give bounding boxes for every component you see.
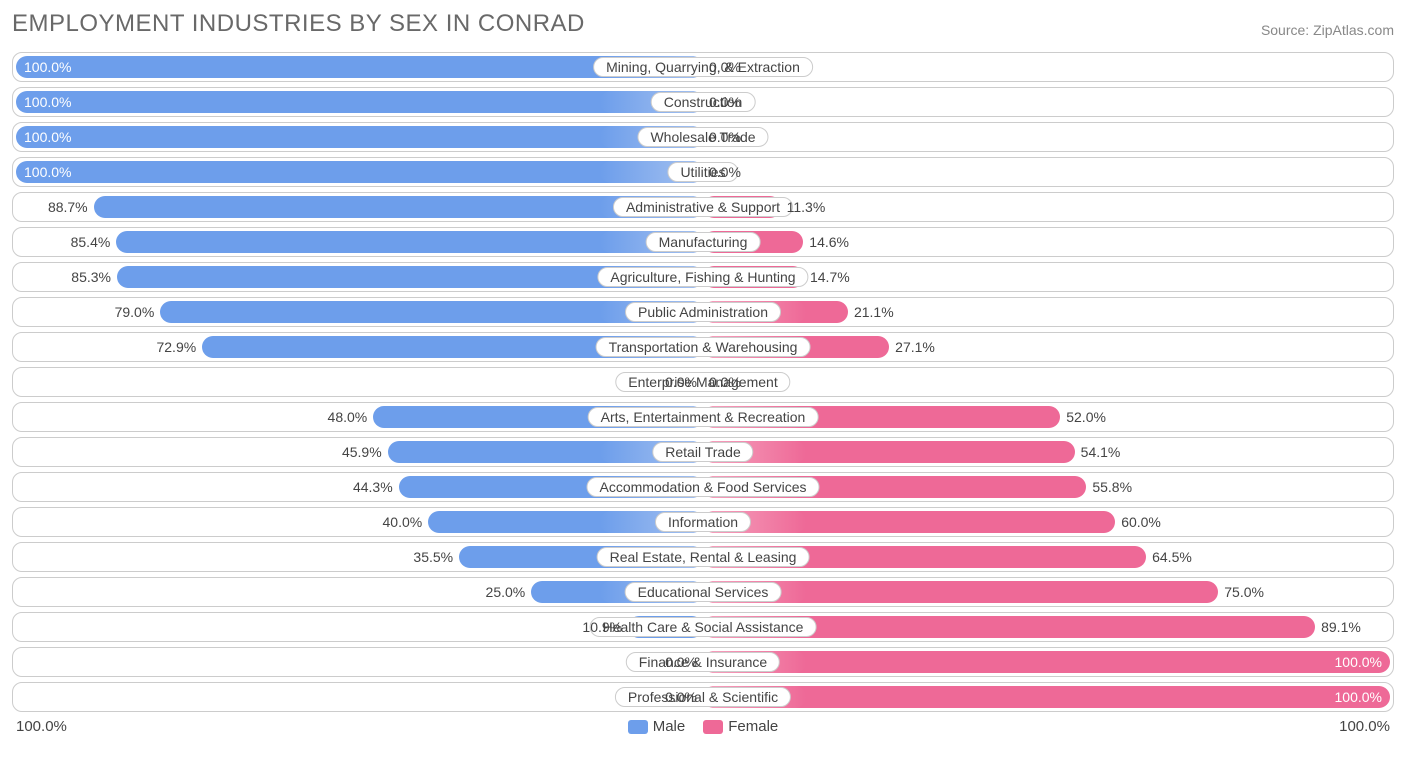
female-value-label: 27.1% [895,339,935,355]
female-value-label: 0.0% [709,59,741,75]
legend: Male Female [628,718,779,735]
female-value-label: 75.0% [1224,584,1264,600]
male-swatch-icon [628,720,648,734]
female-swatch-icon [703,720,723,734]
female-value-label: 54.1% [1081,444,1121,460]
row-category-label: Retail Trade [652,442,753,462]
row-category-label: Educational Services [625,582,782,602]
row-category-label: Wholesale Trade [637,127,768,147]
row-category-label: Mining, Quarrying, & Extraction [593,57,813,77]
row-category-label: Agriculture, Fishing & Hunting [597,267,808,287]
male-value-label: 0.0% [665,654,697,670]
row-category-label: Professional & Scientific [615,687,791,707]
female-bar [703,686,1390,708]
chart-row: 79.0% 21.1% Public Administration [12,297,1394,327]
chart-row: 72.9% 27.1% Transportation & Warehousing [12,332,1394,362]
chart-rows-container: 100.0%0.0%Mining, Quarrying, & Extractio… [12,52,1394,712]
chart-row: 44.3% 55.8% Accommodation & Food Services [12,472,1394,502]
row-category-label: Arts, Entertainment & Recreation [588,407,819,427]
row-category-label: Manufacturing [646,232,761,252]
axis-right-label: 100.0% [1339,718,1390,735]
female-value-label: 60.0% [1121,514,1161,530]
female-value-label: 21.1% [854,304,894,320]
female-value-label: 11.3% [787,199,826,215]
chart-row: 35.5% 64.5% Real Estate, Rental & Leasing [12,542,1394,572]
female-value-label: 0.0% [709,374,741,390]
row-category-label: Transportation & Warehousing [596,337,811,357]
female-value-label: 55.8% [1092,479,1132,495]
chart-row: 100.0% 0.0%Wholesale Trade [12,122,1394,152]
chart-row: 100.0%0.0%Utilities [12,157,1394,187]
row-category-label: Enterprise Management [615,372,790,392]
chart-row: 25.0% 75.0% Educational Services [12,577,1394,607]
chart-row: 45.9% 54.1% Retail Trade [12,437,1394,467]
chart-row: 0.0% 100.0% Professional & Scientific [12,682,1394,712]
male-value-label: 72.9% [156,339,196,355]
male-value-label: 25.0% [486,584,526,600]
male-value-label: 100.0% [24,164,71,180]
female-value-label: 0.0% [709,94,741,110]
female-value-label: 64.5% [1152,549,1192,565]
row-category-label: Real Estate, Rental & Leasing [597,547,810,567]
chart-row: 88.7% 11.3%Administrative & Support [12,192,1394,222]
female-value-label: 0.0% [709,129,741,145]
chart-row: 85.4% 14.6% Manufacturing [12,227,1394,257]
chart-row: 100.0% 0.0%Mining, Quarrying, & Extractio… [12,52,1394,82]
male-value-label: 100.0% [24,59,71,75]
female-value-label: 0.0% [709,164,741,180]
male-value-label: 85.4% [71,234,111,250]
male-value-label: 100.0% [24,129,71,145]
male-value-label: 10.9% [582,619,622,635]
female-value-label: 89.1% [1321,619,1361,635]
chart-row: 100.0%0.0%Construction [12,87,1394,117]
chart-row: 0.0% 0.0%Enterprise Management [12,367,1394,397]
male-value-label: 44.3% [353,479,393,495]
male-value-label: 0.0% [665,689,697,705]
chart-row: 0.0% 100.0% Finance & Insurance [12,647,1394,677]
row-category-label: Public Administration [625,302,781,322]
chart-row: 40.0% 60.0% Information [12,507,1394,537]
legend-item-male: Male [628,718,686,735]
chart-row: 10.9% 89.1% Health Care & Social Assistanc… [12,612,1394,642]
female-value-label: 100.0% [1335,654,1382,670]
legend-female-label: Female [728,718,778,735]
male-value-label: 79.0% [115,304,155,320]
male-value-label: 48.0% [328,409,368,425]
male-value-label: 35.5% [413,549,453,565]
chart-title: EMPLOYMENT INDUSTRIES BY SEX IN CONRAD [12,10,585,38]
female-value-label: 100.0% [1335,689,1382,705]
female-value-label: 14.7% [810,269,850,285]
female-value-label: 14.6% [809,234,849,250]
legend-male-label: Male [653,718,686,735]
row-category-label: Accommodation & Food Services [587,477,820,497]
row-category-label: Information [655,512,751,532]
axis-left-label: 100.0% [16,718,67,735]
chart-row: 85.3% 14.7%Agriculture, Fishing & Hunting [12,262,1394,292]
male-value-label: 88.7% [48,199,88,215]
male-value-label: 85.3% [71,269,111,285]
legend-item-female: Female [703,718,778,735]
row-category-label: Finance & Insurance [626,652,780,672]
male-value-label: 0.0% [665,374,697,390]
male-value-label: 45.9% [342,444,382,460]
source-attribution: Source: ZipAtlas.com [1261,22,1394,38]
male-value-label: 100.0% [24,94,71,110]
female-bar [703,651,1390,673]
female-value-label: 52.0% [1066,409,1106,425]
row-category-label: Administrative & Support [613,197,793,217]
male-value-label: 40.0% [383,514,423,530]
chart-row: 48.0% 52.0% Arts, Entertainment & Recreati… [12,402,1394,432]
row-category-label: Health Care & Social Assistance [590,617,817,637]
